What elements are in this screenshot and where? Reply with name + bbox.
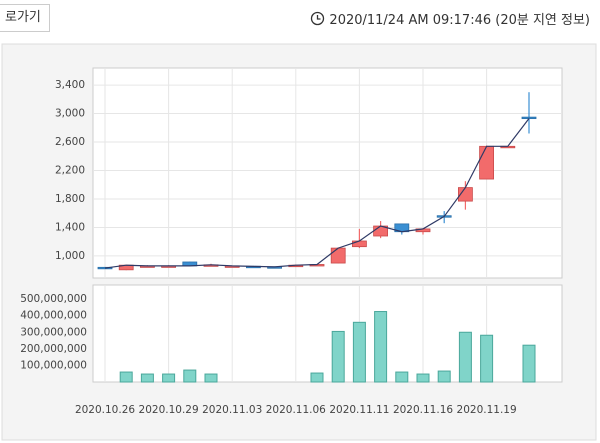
candle-body — [182, 261, 198, 267]
candle-body — [161, 265, 177, 268]
volume-bar — [458, 331, 472, 383]
candle-body — [203, 264, 219, 267]
candle-body — [479, 145, 495, 180]
volume-bar — [374, 311, 388, 383]
volume-bar — [352, 321, 366, 383]
candle-body — [500, 145, 516, 149]
volume-tick-label: 500,000,000 — [20, 293, 87, 305]
volume-bar — [204, 373, 218, 383]
y-tick-label: 1,400 — [55, 221, 85, 233]
candle-body — [330, 247, 346, 264]
volume-bar — [395, 371, 409, 383]
volume-bar — [162, 373, 176, 383]
x-tick-label: 2020.10.26 — [75, 404, 135, 416]
candle-body — [267, 266, 283, 269]
y-tick-label: 3,400 — [55, 79, 85, 91]
candle-body — [97, 266, 113, 270]
candle-body — [288, 264, 304, 268]
x-tick-label: 2020.10.29 — [139, 404, 199, 416]
y-tick-label: 2,600 — [55, 136, 85, 148]
candle-body — [309, 264, 325, 267]
x-tick-label: 2020.11.16 — [393, 404, 453, 416]
candle-body — [521, 116, 537, 120]
candle-body — [436, 215, 452, 218]
x-tick-label: 2020.11.11 — [329, 404, 389, 416]
volume-bar — [416, 373, 430, 383]
x-tick-label: 2020.11.03 — [202, 404, 262, 416]
volume-tick-label: 300,000,000 — [20, 326, 87, 338]
candle-body — [457, 187, 473, 202]
candle-body — [373, 225, 389, 237]
candle-body — [139, 265, 155, 268]
volume-bar — [183, 369, 197, 383]
volume-plot — [92, 284, 563, 383]
x-tick-label: 2020.11.19 — [457, 404, 517, 416]
clock-icon — [311, 11, 325, 26]
y-tick-label: 3,000 — [55, 108, 85, 120]
y-tick-label: 2,200 — [55, 165, 85, 177]
volume-bar — [480, 334, 494, 383]
volume-bar — [522, 344, 536, 383]
candle-body — [394, 223, 410, 233]
y-tick-label: 1,000 — [55, 250, 85, 262]
volume-tick-label: 100,000,000 — [20, 359, 87, 371]
candle-body — [118, 264, 134, 271]
candle-body — [224, 265, 240, 268]
price-plot — [92, 67, 563, 279]
volume-tick-label: 400,000,000 — [20, 310, 87, 322]
x-tick-label: 2020.11.06 — [266, 404, 326, 416]
volume-tick-label: 200,000,000 — [20, 343, 87, 355]
candle-body — [415, 228, 431, 233]
candle-body — [351, 240, 367, 248]
timestamp: 2020/11/24 AM 09:17:46 (20분 지연 정보) — [310, 9, 590, 28]
close-line — [104, 118, 530, 269]
y-tick-label: 1,800 — [55, 193, 85, 205]
candle-body — [245, 265, 261, 269]
volume-bar — [437, 370, 451, 383]
volume-bar — [140, 373, 154, 383]
volume-bar — [331, 330, 345, 383]
timestamp-text: 2020/11/24 AM 09:17:46 (20분 지연 정보) — [329, 13, 590, 28]
chart-panel — [1, 43, 597, 441]
volume-bar — [310, 372, 324, 383]
volume-bar — [119, 371, 133, 383]
back-button[interactable]: 로가기 — [0, 4, 50, 32]
